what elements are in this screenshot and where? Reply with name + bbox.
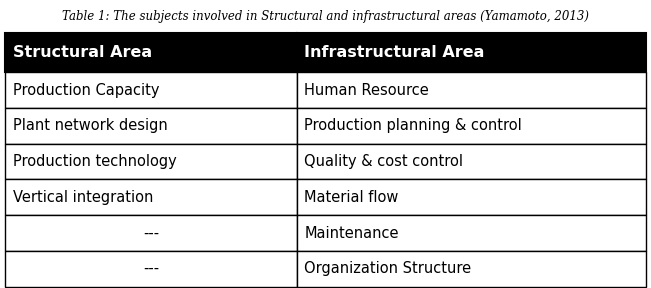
Text: Human Resource: Human Resource [305,83,429,98]
Bar [297,179,646,215]
Bar [5,72,297,108]
Bar [297,251,646,287]
Text: Production technology: Production technology [13,154,177,169]
Text: ---: --- [143,226,159,240]
Text: Organization Structure: Organization Structure [305,261,471,276]
Text: Production Capacity: Production Capacity [13,83,159,98]
Text: ---: --- [143,261,159,276]
Text: Structural Area: Structural Area [13,45,152,60]
Bar [5,251,297,287]
Text: Maintenance: Maintenance [305,226,399,240]
Bar [297,108,646,144]
Bar [5,215,297,251]
Text: Vertical integration: Vertical integration [13,190,154,205]
Text: Table 1: The subjects involved in Structural and infrastructural areas (Yamamoto: Table 1: The subjects involved in Struct… [62,10,589,23]
Text: Material flow: Material flow [305,190,399,205]
Bar [297,215,646,251]
Text: Infrastructural Area: Infrastructural Area [305,45,485,60]
Bar [5,144,297,179]
Text: Plant network design: Plant network design [13,118,168,133]
Text: Production planning & control: Production planning & control [305,118,522,133]
Bar [5,179,297,215]
Bar [5,108,297,144]
Bar [297,72,646,108]
Bar [297,33,646,72]
Bar [5,33,297,72]
Text: Quality & cost control: Quality & cost control [305,154,464,169]
Bar [297,144,646,179]
